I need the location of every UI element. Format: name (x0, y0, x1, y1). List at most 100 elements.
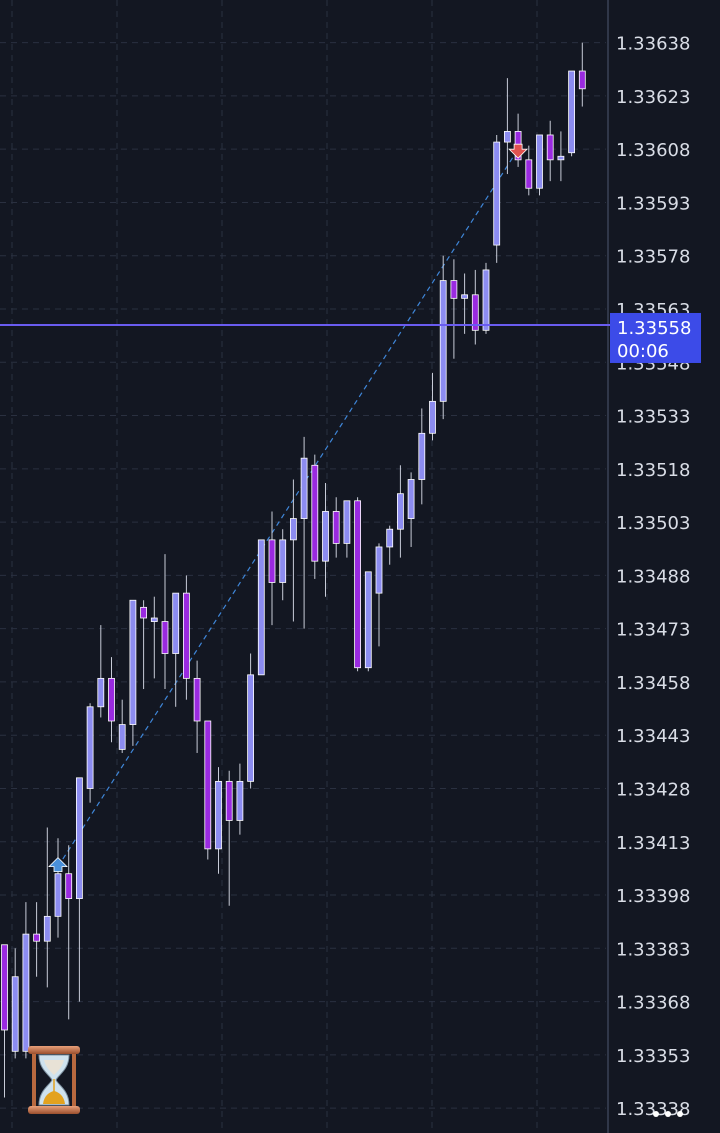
candle[interactable] (300, 436, 308, 629)
candle-body (268, 539, 276, 583)
candle[interactable] (172, 592, 180, 707)
candle[interactable] (97, 625, 105, 718)
candle[interactable] (546, 120, 554, 182)
candle[interactable] (407, 472, 415, 547)
candle[interactable] (182, 575, 190, 700)
candle[interactable] (193, 660, 201, 753)
candle[interactable] (386, 525, 394, 565)
candle-body (97, 677, 105, 708)
candle[interactable] (43, 827, 51, 988)
candle[interactable] (536, 134, 543, 196)
candle-body (568, 70, 575, 154)
price-tick-label: 1.33383 (616, 939, 690, 960)
candle[interactable] (364, 571, 372, 672)
price-tick-label: 1.33533 (616, 407, 690, 428)
candle[interactable] (54, 838, 62, 938)
more-options-button[interactable] (646, 1100, 690, 1128)
candle[interactable] (471, 269, 479, 345)
candle[interactable] (568, 70, 575, 157)
candle-body (236, 780, 244, 821)
buy-arrow-icon[interactable] (48, 857, 68, 873)
candle-body (204, 720, 212, 850)
candle-body (182, 592, 190, 679)
candle[interactable] (311, 454, 319, 579)
candle-body (54, 873, 62, 917)
candle-body (578, 70, 586, 90)
candle-body (332, 511, 340, 544)
candle[interactable] (375, 543, 383, 647)
candle-body (76, 777, 83, 899)
candle[interactable] (161, 554, 169, 690)
candle[interactable] (268, 511, 276, 626)
price-tick-label: 1.33368 (616, 993, 690, 1014)
candle[interactable] (247, 653, 255, 789)
candle-body (386, 528, 394, 548)
candle[interactable] (129, 599, 137, 746)
candle-body (225, 780, 233, 821)
price-tick-label: 1.33443 (616, 726, 690, 747)
candle[interactable] (482, 262, 490, 334)
candle-body (364, 571, 372, 669)
more-dot-icon (665, 1111, 671, 1117)
current-price-tag[interactable] (610, 312, 701, 363)
candle[interactable] (332, 497, 340, 558)
candle[interactable] (429, 372, 436, 441)
candles[interactable] (1, 42, 586, 1098)
price-tick-label: 1.33503 (616, 513, 690, 534)
candle[interactable] (140, 600, 148, 690)
candle[interactable] (322, 483, 329, 597)
candle-body (193, 677, 201, 722)
candle-body (108, 677, 115, 722)
sell-arrow-icon[interactable] (508, 143, 529, 159)
candle[interactable] (279, 529, 287, 601)
candle[interactable] (503, 78, 511, 175)
candle[interactable] (86, 703, 94, 803)
candle-body (471, 294, 479, 331)
candle[interactable] (493, 134, 501, 263)
trade-connector-line (57, 148, 519, 867)
candle[interactable] (343, 500, 351, 558)
candle[interactable] (108, 657, 115, 743)
price-tick-label: 1.33638 (616, 34, 690, 55)
candle[interactable] (65, 845, 73, 1020)
candle[interactable] (557, 131, 565, 182)
candle[interactable] (354, 497, 362, 672)
candle[interactable] (525, 145, 533, 196)
candle[interactable] (257, 539, 265, 676)
current-price-value: 1.33558 (617, 318, 691, 339)
candle-body (407, 479, 415, 519)
trade-markers[interactable] (48, 143, 529, 873)
candle-body (354, 500, 362, 669)
candle-body (536, 134, 543, 189)
candle[interactable] (225, 770, 233, 906)
price-tick-label: 1.33623 (616, 87, 690, 108)
candle[interactable] (1, 944, 8, 1098)
candle[interactable] (396, 465, 404, 558)
candle[interactable] (461, 273, 469, 334)
candle-body (439, 280, 447, 402)
candle-body (140, 606, 148, 619)
candle[interactable] (418, 408, 426, 505)
hourglass-icon[interactable] (26, 1044, 82, 1116)
candle[interactable] (118, 699, 126, 753)
candle[interactable] (76, 777, 83, 1002)
candle[interactable] (236, 763, 244, 835)
candle[interactable] (439, 255, 447, 420)
candle[interactable] (289, 479, 297, 622)
price-tick-label: 1.33578 (616, 247, 690, 268)
candle-body (1, 944, 8, 1031)
candle[interactable] (150, 596, 158, 679)
price-axis[interactable]: 1.33638 1.33623 1.33608 1.33593 1.33578 1.335… (616, 34, 690, 1121)
candle-body (289, 518, 297, 541)
candle[interactable] (204, 720, 212, 860)
candle[interactable] (450, 259, 458, 359)
candle[interactable] (11, 948, 19, 1059)
candle[interactable] (33, 902, 40, 977)
candle[interactable] (215, 767, 222, 874)
price-tick-label: 1.33473 (616, 620, 690, 641)
current-price-layer[interactable]: 1.33558 00:06 (0, 312, 701, 363)
candle[interactable] (22, 902, 30, 1059)
candle[interactable] (578, 42, 586, 107)
candle-body (118, 724, 126, 750)
